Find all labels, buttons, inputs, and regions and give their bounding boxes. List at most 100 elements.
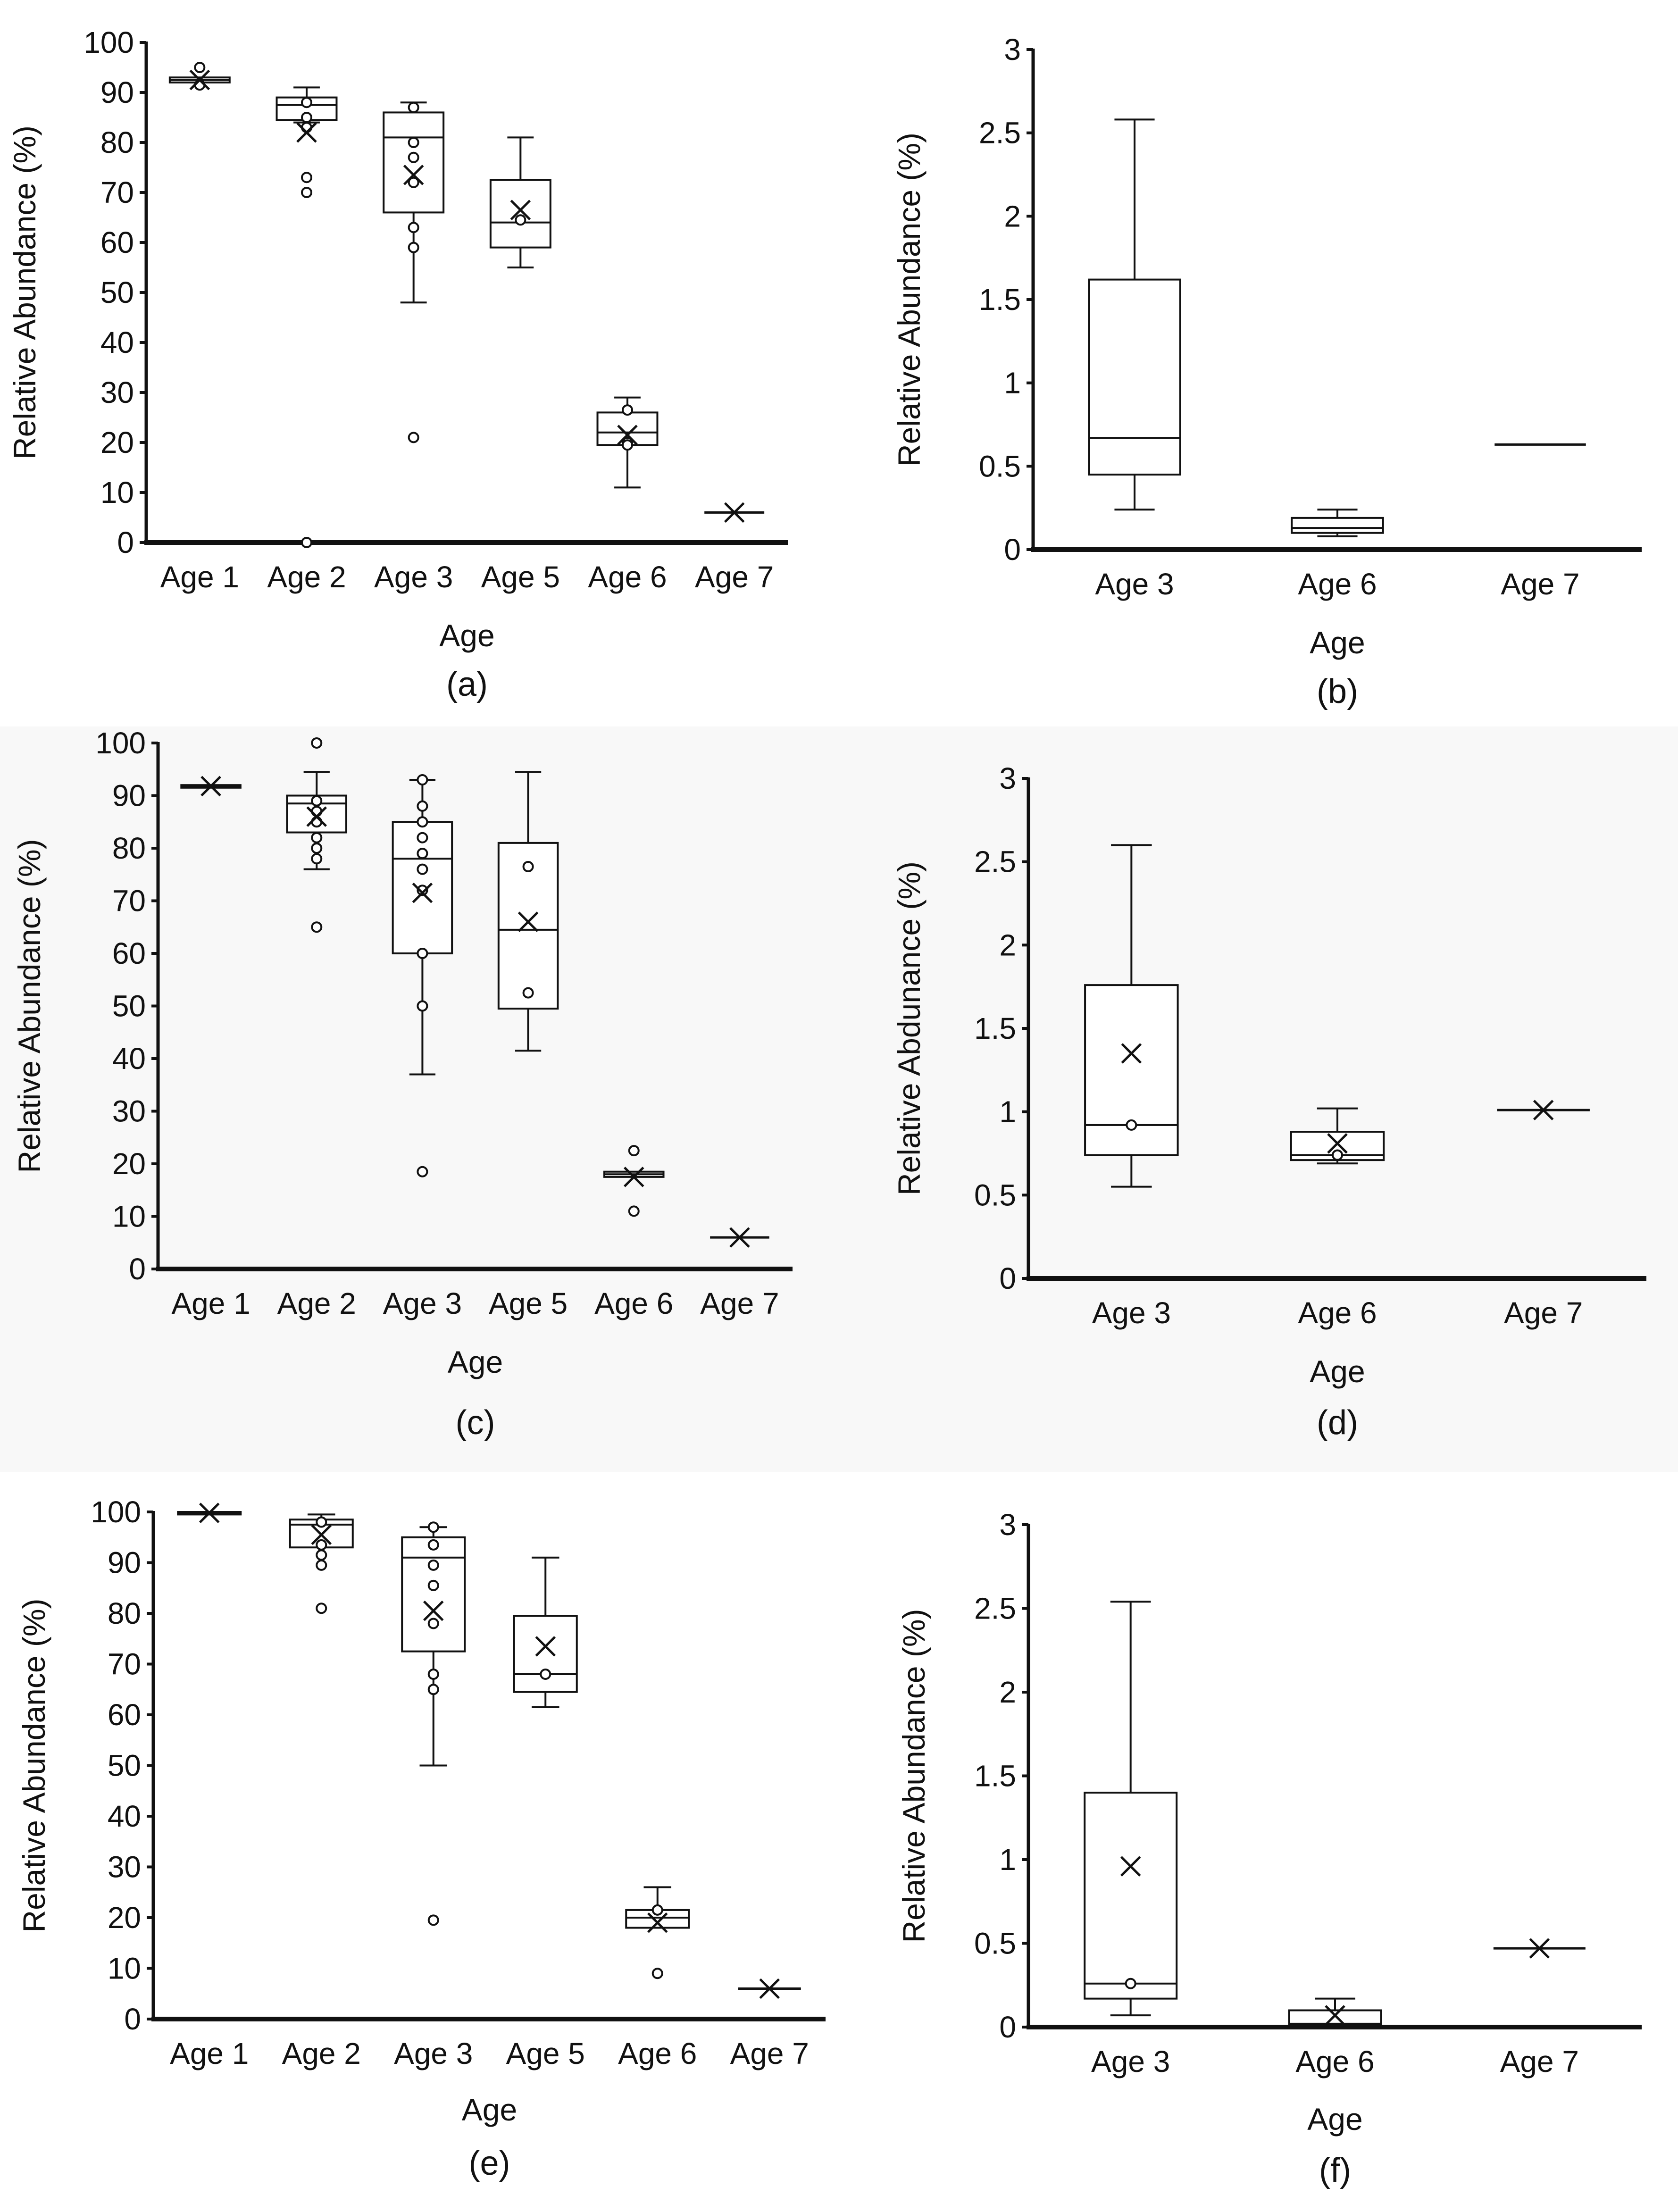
outlier-point [408,101,419,113]
y-tick-label: 40 [108,1799,141,1833]
chart-panel-d: 0 0.5 1 1.5 2 2.5 3 Age 3 Age 6 Age 7 Age Relative … [849,726,1678,1472]
box-age-1 [177,1502,242,1523]
outlier-point [301,187,312,198]
y-tick-label: 20 [112,1147,146,1181]
x-tick-label: Age 7 [695,560,774,594]
outlier-point [417,774,428,786]
x-tick-label: Age 3 [1091,2045,1170,2078]
outlier-point [311,795,323,807]
box-age-6 [1288,1997,1382,2028]
y-tick-label: 0 [117,526,134,559]
y-tick-label: 90 [100,75,134,109]
mean-marker [1327,1133,1348,1154]
x-axis-label: Age [448,1344,503,1379]
box-age-6 [625,1886,690,1979]
y-tick-label: 60 [112,936,146,970]
chart-panel-c: 0 10 20 30 40 50 60 70 80 90 100 Age 1 Age 2 Age 3 Age… [0,726,849,1472]
outlier-point [408,176,419,188]
y-tick-label: 0 [1004,533,1021,567]
outlier-point [408,242,419,253]
outlier-point [311,921,323,933]
mean-marker [412,883,433,903]
y-tick-label: 40 [112,1042,146,1076]
y-tick-label: 1.5 [979,283,1021,317]
x-tick-label: Age 3 [1092,1296,1171,1330]
x-axis-label: Age [1310,625,1365,660]
x-tick-label: Age 6 [1295,2045,1374,2078]
y-tick-label: 10 [100,476,134,509]
outlier-point [417,848,428,860]
box-age-2 [286,737,348,933]
outlier-point [316,1603,327,1614]
x-tick-label: Age 7 [1504,1296,1583,1330]
x-tick-label: Age 5 [481,560,560,594]
outlier-point [522,861,534,873]
y-tick-label: 10 [108,1952,141,1986]
x-tick-label: Age 6 [618,2037,697,2070]
iqr-box [1291,517,1384,534]
box-age-3 [392,774,453,1177]
panel-label: (f) [1319,2152,1351,2189]
outlier-point [622,439,633,451]
x-axis-label: Age [439,618,494,653]
mean-marker [296,122,317,143]
mean-marker [518,911,539,932]
x-tick-label: Age 3 [383,1286,462,1320]
y-tick-label: 80 [112,831,146,865]
outlier-point [417,800,428,812]
outlier-point [417,832,428,843]
y-tick-label: 90 [112,779,146,813]
outlier-point [427,1914,439,1926]
outlier-point [311,853,323,865]
mean-marker [510,200,531,220]
y-tick-label: 1 [1004,366,1021,400]
x-tick-label: Age 5 [506,2037,585,2070]
outlier-point [427,1539,439,1551]
mean-marker [647,1912,668,1933]
outlier-point [417,1000,428,1012]
y-tick-label: 20 [100,426,134,459]
y-tick-label: 0.5 [974,1927,1016,1961]
box-age-3 [383,101,445,443]
x-tick-label: Age 6 [1298,1296,1377,1330]
mean-marker [1325,2005,1345,2026]
iqr-box [489,179,551,249]
y-axis-label: Relative Abundance (%) [17,1598,51,1932]
box-age-7 [738,1978,801,1999]
x-tick-label: Age 2 [267,560,346,594]
y-tick-label: 100 [91,1495,141,1529]
outlier-point [1125,1978,1136,1989]
mean-marker [535,1636,556,1657]
outlier-point [417,816,428,828]
mean-marker [617,425,638,445]
mean-marker [1120,1856,1141,1877]
x-tick-label: Age 1 [170,2037,249,2070]
box-age-7 [1493,1938,1586,1959]
outlier-point [408,432,419,443]
x-tick-label: Age 6 [588,560,667,594]
x-tick-label: Age 3 [1095,567,1174,601]
outlier-point [301,537,312,548]
chart-svg: 0 10 20 30 40 50 60 70 80 90 100 Age 1 Age 2 Age 3 Age… [17,1495,826,2182]
outlier-point [316,1559,327,1571]
outlier-point [515,214,526,226]
x-axis-label: Age [462,2092,517,2127]
mean-marker [1533,1100,1554,1120]
x-tick-label: Age 1 [160,560,239,594]
y-tick-label: 3 [1004,33,1021,67]
box-age-3 [1084,844,1179,1188]
mean-marker [423,1600,444,1621]
y-tick-label: 100 [95,726,146,760]
outlier-point [417,863,428,875]
x-tick-label: Age 2 [282,2037,361,2070]
y-tick-label: 2.5 [979,116,1021,150]
outlier-point [427,1521,439,1533]
box-age-7 [1497,1100,1590,1120]
box-age-5 [497,771,559,1052]
mean-marker [1121,1043,1142,1064]
outlier-point [651,1904,663,1916]
mean-marker [199,1502,220,1523]
y-tick-label: 0 [124,2002,141,2036]
outlier-point [301,112,312,123]
